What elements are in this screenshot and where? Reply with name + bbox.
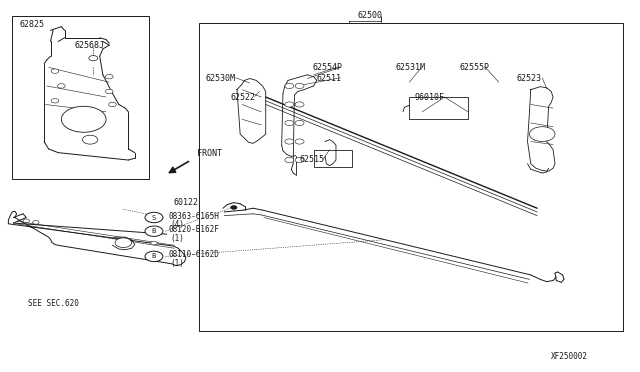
Text: SEE SEC.620: SEE SEC.620 (28, 299, 78, 308)
Text: 62511: 62511 (317, 74, 342, 83)
Text: 96010F: 96010F (415, 93, 445, 102)
Circle shape (58, 84, 65, 88)
Text: S: S (152, 215, 156, 221)
Text: B: B (152, 228, 156, 234)
Text: 60122: 60122 (173, 198, 198, 207)
Text: 08120-B162F: 08120-B162F (168, 225, 219, 234)
Circle shape (115, 238, 132, 247)
Circle shape (51, 69, 59, 73)
Circle shape (529, 127, 555, 141)
Circle shape (145, 212, 163, 223)
Text: (4): (4) (171, 221, 184, 230)
Text: 62530M: 62530M (205, 74, 235, 83)
Circle shape (89, 55, 98, 61)
Text: XF250002: XF250002 (551, 352, 588, 361)
Text: 62555P: 62555P (460, 63, 489, 72)
Circle shape (285, 121, 294, 126)
Text: 62515: 62515 (300, 155, 324, 164)
Text: (1): (1) (171, 259, 184, 268)
Text: 62523: 62523 (516, 74, 541, 83)
Circle shape (106, 89, 113, 94)
Circle shape (295, 157, 304, 163)
Circle shape (285, 139, 294, 144)
Bar (198, 23, 623, 331)
Circle shape (61, 106, 106, 132)
Bar (314, 150, 352, 167)
Text: 08110-6162D: 08110-6162D (168, 250, 219, 259)
Text: B: B (152, 253, 156, 259)
Text: 08363-6165H: 08363-6165H (168, 212, 219, 221)
Text: 62500: 62500 (357, 11, 382, 20)
Circle shape (106, 74, 113, 79)
Circle shape (51, 99, 59, 103)
Circle shape (295, 102, 304, 107)
Circle shape (285, 83, 294, 89)
Circle shape (230, 206, 237, 209)
Circle shape (145, 226, 163, 236)
Circle shape (151, 241, 157, 245)
Bar (12, 16, 150, 179)
Text: 62568J: 62568J (74, 41, 104, 50)
Text: (1): (1) (171, 234, 184, 243)
Text: FRONT: FRONT (196, 149, 221, 158)
Circle shape (285, 157, 294, 163)
Circle shape (83, 135, 98, 144)
Text: 62554P: 62554P (312, 63, 342, 72)
Circle shape (145, 251, 163, 262)
Circle shape (285, 102, 294, 107)
Circle shape (295, 139, 304, 144)
Circle shape (23, 219, 29, 223)
Circle shape (295, 121, 304, 126)
Circle shape (109, 102, 116, 107)
Text: 62522: 62522 (230, 93, 255, 102)
Text: 62531M: 62531M (396, 63, 426, 72)
Circle shape (295, 83, 304, 89)
Text: 62825: 62825 (20, 20, 45, 29)
Circle shape (33, 221, 39, 224)
Bar (410, 97, 468, 119)
